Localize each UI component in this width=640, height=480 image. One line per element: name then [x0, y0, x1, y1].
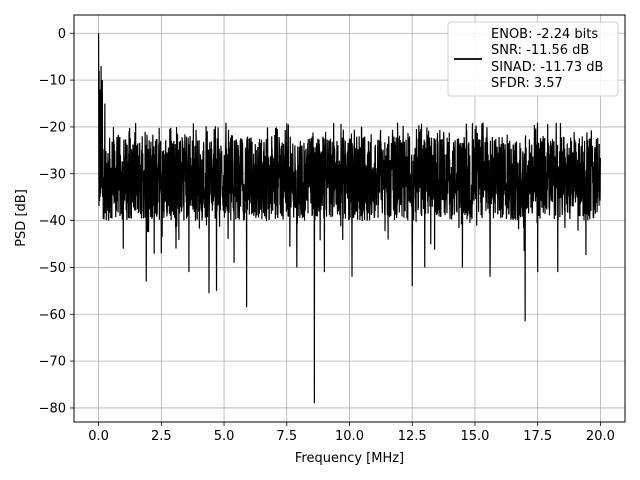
y-tick-label: −60: [39, 308, 66, 323]
legend-sfdr: SFDR: 3.57: [491, 76, 563, 91]
psd-series-line: [97, 33, 602, 404]
x-tick-label: 17.5: [523, 429, 552, 444]
y-tick-label: −70: [39, 355, 66, 370]
y-tick-label: −80: [39, 401, 66, 416]
x-tick-label: 15.0: [460, 429, 489, 444]
x-axis: 0.0 2.5 5.0 7.5 10.0 12.5 15.0 17.5 20.0: [88, 422, 615, 444]
legend-box: [447, 21, 619, 97]
x-tick-label: 5.0: [214, 429, 235, 444]
x-axis-label: Frequency [MHz]: [295, 451, 404, 466]
legend-enob: ENOB: -2.24 bits: [491, 27, 598, 42]
x-tick-label: 10.0: [335, 429, 364, 444]
x-tick-label: 0.0: [88, 429, 109, 444]
y-tick-label: −10: [39, 74, 66, 89]
legend: ENOB: -2.24 bits SNR: -11.56 dB SINAD: -…: [447, 21, 619, 97]
x-tick-label: 2.5: [151, 429, 172, 444]
legend-sinad: SINAD: -11.73 dB: [491, 60, 603, 75]
y-tick-label: −40: [39, 214, 66, 229]
y-tick-label: 0: [58, 27, 66, 42]
y-tick-label: −50: [39, 261, 66, 276]
y-axis-label: PSD [dB]: [14, 189, 29, 247]
x-tick-label: 12.5: [398, 429, 427, 444]
x-tick-label: 7.5: [276, 429, 297, 444]
y-axis: 0 −10 −20 −30 −40 −50 −60 −70 −80: [39, 27, 74, 416]
y-tick-label: −30: [39, 167, 66, 182]
x-tick-label: 20.0: [586, 429, 615, 444]
legend-snr: SNR: -11.56 dB: [491, 43, 589, 58]
y-tick-label: −20: [39, 120, 66, 135]
